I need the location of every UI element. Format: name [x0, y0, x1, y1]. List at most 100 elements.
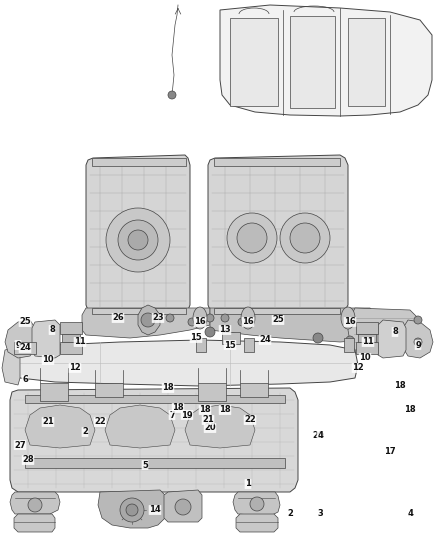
Circle shape: [414, 316, 422, 324]
Text: 21: 21: [42, 417, 54, 426]
Circle shape: [313, 333, 323, 343]
Text: 2: 2: [287, 508, 293, 518]
Bar: [196, 338, 206, 352]
Polygon shape: [185, 405, 255, 448]
Text: 10: 10: [42, 356, 54, 365]
Polygon shape: [25, 405, 95, 448]
Text: 27: 27: [14, 440, 26, 449]
Circle shape: [118, 220, 158, 260]
Circle shape: [141, 313, 155, 327]
Bar: [95, 383, 123, 397]
Text: 12: 12: [69, 364, 81, 373]
Circle shape: [346, 336, 354, 344]
Polygon shape: [82, 308, 210, 338]
Bar: [14, 342, 36, 354]
Text: 16: 16: [194, 318, 206, 327]
Text: 17: 17: [384, 448, 396, 456]
Bar: [60, 322, 82, 334]
Text: 18: 18: [394, 381, 406, 390]
Circle shape: [250, 497, 264, 511]
Text: 4: 4: [317, 431, 323, 440]
Bar: [214, 158, 340, 166]
Bar: [214, 308, 340, 314]
Polygon shape: [10, 492, 60, 514]
Bar: [344, 338, 354, 352]
Text: 18: 18: [404, 406, 416, 415]
Bar: [40, 383, 68, 401]
Text: 18: 18: [219, 406, 231, 415]
Circle shape: [188, 318, 196, 326]
Text: 24: 24: [259, 335, 271, 344]
Circle shape: [227, 213, 277, 263]
Circle shape: [237, 223, 267, 253]
Text: 22: 22: [244, 416, 256, 424]
Polygon shape: [5, 320, 35, 358]
Bar: [60, 342, 82, 354]
Polygon shape: [378, 320, 406, 358]
Circle shape: [168, 91, 176, 99]
Bar: [240, 383, 268, 397]
Text: 3: 3: [317, 508, 323, 518]
Circle shape: [346, 314, 354, 322]
Polygon shape: [14, 514, 55, 532]
Circle shape: [28, 498, 42, 512]
Text: 14: 14: [149, 505, 161, 514]
Text: 9: 9: [415, 341, 421, 350]
Polygon shape: [105, 405, 175, 448]
Bar: [290, 16, 335, 108]
Circle shape: [205, 327, 215, 337]
Text: 4: 4: [407, 508, 413, 518]
Text: 1: 1: [245, 480, 251, 489]
Text: 5: 5: [142, 461, 148, 470]
Bar: [92, 308, 186, 314]
Circle shape: [221, 314, 229, 322]
Polygon shape: [32, 320, 60, 358]
Ellipse shape: [193, 307, 207, 329]
Text: 26: 26: [112, 313, 124, 322]
Circle shape: [126, 504, 138, 516]
Bar: [356, 342, 378, 354]
Text: 8: 8: [392, 327, 398, 336]
Polygon shape: [15, 340, 358, 386]
Circle shape: [166, 314, 174, 322]
Polygon shape: [10, 388, 298, 492]
Text: 6: 6: [22, 376, 28, 384]
Text: 2: 2: [82, 427, 88, 437]
Text: 12: 12: [352, 364, 364, 373]
Text: 8: 8: [49, 326, 55, 335]
Circle shape: [175, 499, 191, 515]
Polygon shape: [164, 490, 202, 522]
Bar: [356, 322, 378, 334]
Polygon shape: [403, 320, 433, 358]
Text: 21: 21: [202, 416, 214, 424]
Text: 25: 25: [272, 316, 284, 325]
Text: 18: 18: [162, 384, 174, 392]
Text: 25: 25: [19, 318, 31, 327]
Text: 7: 7: [169, 410, 175, 419]
Text: 15: 15: [224, 341, 236, 350]
Text: 10: 10: [359, 353, 371, 362]
Polygon shape: [86, 155, 190, 315]
Bar: [244, 338, 254, 352]
Text: 18: 18: [199, 406, 211, 415]
Bar: [230, 18, 278, 106]
Polygon shape: [233, 492, 280, 516]
Text: 16: 16: [242, 318, 254, 327]
Text: 28: 28: [22, 456, 34, 464]
Polygon shape: [208, 155, 348, 315]
Bar: [222, 332, 240, 344]
Text: 11: 11: [362, 337, 374, 346]
Bar: [25, 458, 285, 468]
Polygon shape: [138, 305, 160, 335]
Ellipse shape: [241, 307, 255, 329]
Text: 16: 16: [344, 318, 356, 327]
Text: 15: 15: [190, 334, 202, 343]
Circle shape: [414, 338, 422, 346]
Bar: [92, 158, 186, 166]
Text: 23: 23: [152, 313, 164, 322]
Bar: [358, 334, 376, 342]
Text: 13: 13: [219, 326, 231, 335]
Circle shape: [280, 213, 330, 263]
Bar: [25, 395, 285, 403]
Polygon shape: [210, 308, 380, 342]
